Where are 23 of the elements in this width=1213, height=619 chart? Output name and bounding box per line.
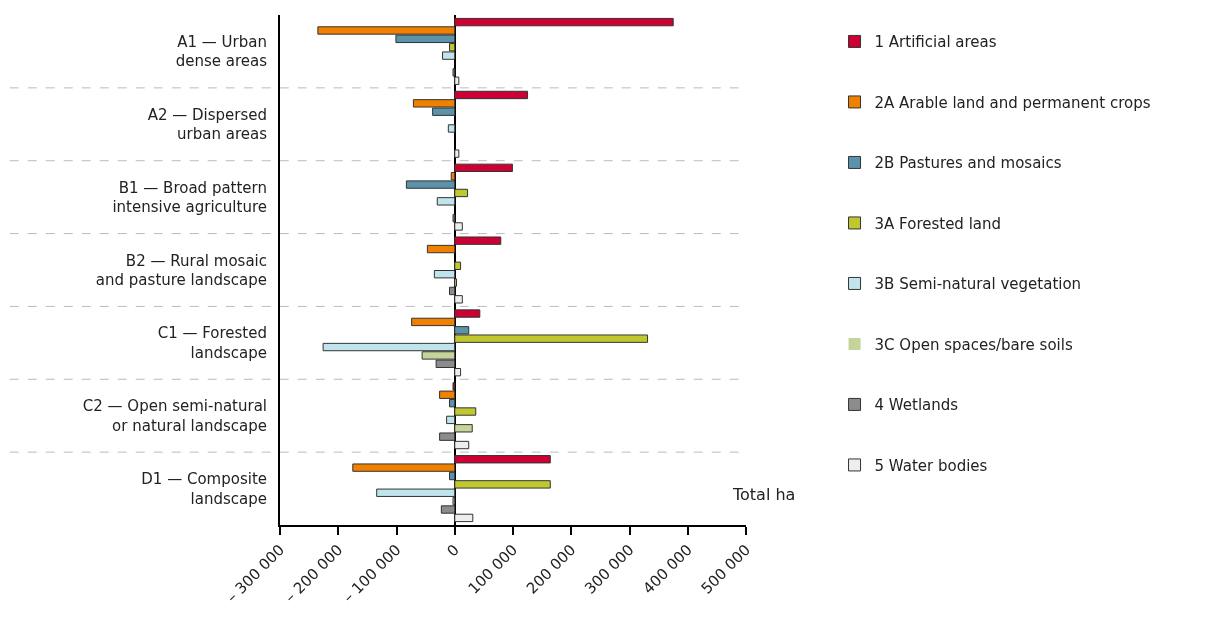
legend-label: 5 Water bodies [874, 456, 988, 475]
x-tick-label: 100 000 [464, 540, 522, 598]
y-tick-label: D1 — Composite landscape [141, 470, 267, 508]
x-tick-label: 0 [443, 540, 463, 561]
y-tick-label: A2 — Dispersed urban areas [147, 105, 268, 144]
y-tick-label: B1 — Broad pattern intensive agriculture [112, 178, 267, 217]
legend-label: 3A Forested land [874, 214, 1002, 233]
x-tick-label: 200 000 [522, 540, 580, 598]
legend-label: 2B Pastures and mosaics [874, 154, 1062, 173]
x-tick-label: 300 000 [581, 540, 638, 598]
legend-label: 4 Wetlands [874, 396, 959, 415]
legend-label: 2A Arable land and permanent crops [874, 93, 1151, 112]
x-tick-label: 400 000 [639, 540, 696, 598]
x-tick-label: – 300 000 [222, 540, 289, 607]
legend-label: 3B Semi-natural vegetation [874, 275, 1082, 294]
legend-label: 3C Open spaces/bare soils [874, 335, 1073, 354]
x-axis-title: Total ha [732, 485, 796, 504]
y-tick-label: C2 — Open semi-natural or natural landscape [82, 397, 267, 435]
y-tick-label: C1 — Forested landscape [157, 324, 267, 362]
y-tick-label: A1 — Urban dense areas [175, 32, 268, 71]
y-tick-label: B2 — Rural mosaic and pasture landscape [95, 251, 267, 289]
x-tick-label: 500 000 [697, 540, 755, 598]
legend-label: 1 Artificial areas [874, 33, 997, 52]
